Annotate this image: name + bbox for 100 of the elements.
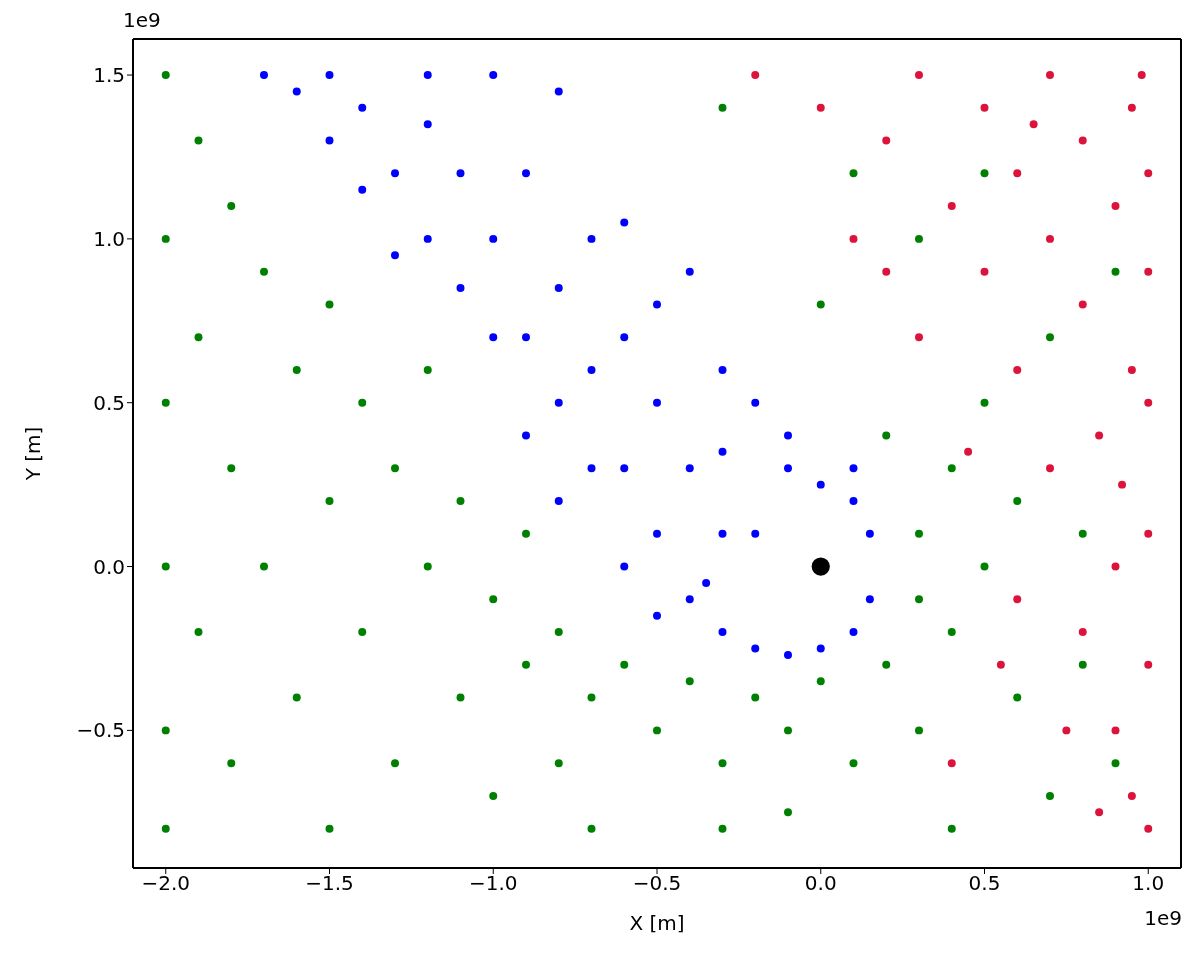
point (1078, 300, 1087, 309)
point (1144, 824, 1153, 833)
point (702, 578, 711, 587)
point (1118, 480, 1127, 489)
y-tick-label: 0.0 (93, 554, 125, 579)
point (522, 333, 530, 342)
point (685, 267, 694, 276)
point (751, 644, 760, 653)
point (882, 136, 891, 145)
point (1144, 529, 1153, 538)
point (260, 71, 268, 80)
point (1029, 120, 1038, 129)
point (784, 651, 792, 659)
text: 1e9 (1144, 906, 1182, 930)
x-tick-label: −0.5 (632, 871, 682, 896)
point (620, 562, 629, 571)
point (784, 431, 792, 440)
point (653, 611, 661, 620)
point (1078, 628, 1087, 637)
point (554, 497, 563, 505)
y-axis-title: Y [m] (21, 426, 46, 482)
point (587, 365, 596, 374)
point (587, 464, 596, 473)
point (718, 628, 727, 637)
point (1144, 398, 1153, 407)
point (1046, 234, 1054, 243)
point (865, 595, 874, 604)
point (1013, 169, 1022, 178)
point (849, 234, 858, 243)
point (849, 464, 858, 473)
x-tick-label: 0.0 (804, 871, 837, 896)
point (980, 103, 989, 112)
point (865, 529, 874, 538)
point (653, 529, 661, 538)
point (915, 71, 923, 80)
point (996, 660, 1005, 669)
point (325, 136, 334, 145)
point (751, 71, 760, 80)
point (1013, 595, 1022, 604)
point (947, 202, 956, 211)
point (882, 267, 891, 276)
point (456, 284, 465, 293)
point (1095, 431, 1104, 440)
point (1127, 365, 1136, 374)
x-tick-label: 0.5 (968, 871, 1001, 896)
point (1111, 726, 1120, 735)
point (849, 497, 858, 505)
point (718, 529, 727, 538)
point (816, 480, 825, 489)
point (849, 628, 858, 637)
point (685, 464, 694, 473)
point (915, 333, 923, 342)
point (358, 103, 367, 112)
point (980, 267, 989, 276)
y-tick-label: 1.0 (93, 226, 125, 251)
point (1078, 136, 1087, 145)
point (1062, 726, 1071, 735)
x-tick-label: −1.5 (305, 871, 354, 896)
point (1046, 464, 1054, 473)
point (1144, 267, 1153, 276)
point (489, 333, 498, 342)
point (964, 447, 973, 456)
x-tick-label: 1.0 (1132, 871, 1165, 896)
point (1137, 71, 1146, 80)
point (620, 464, 629, 473)
point (554, 398, 563, 407)
point (1111, 202, 1120, 211)
point (391, 169, 399, 178)
point (423, 71, 432, 80)
point (718, 365, 727, 374)
point (522, 169, 530, 178)
point (522, 431, 530, 440)
point (947, 759, 956, 768)
point (811, 557, 830, 576)
point (620, 218, 629, 227)
point (751, 529, 760, 538)
point (653, 300, 661, 309)
point (751, 398, 760, 407)
x-tick-label: −2.0 (141, 871, 191, 896)
x-axis-title: X [m] (629, 911, 685, 935)
point (292, 87, 301, 96)
point (653, 398, 661, 407)
point (718, 447, 727, 456)
point (1127, 103, 1136, 112)
point (423, 234, 432, 243)
point (391, 251, 399, 260)
point (456, 169, 465, 178)
point (1144, 169, 1153, 178)
point (620, 333, 629, 342)
point (816, 644, 825, 653)
point (423, 120, 432, 129)
point (587, 234, 596, 243)
point (1127, 791, 1136, 800)
point (554, 87, 563, 96)
point (685, 595, 694, 604)
point (1144, 660, 1153, 669)
point (1046, 71, 1054, 80)
point (816, 103, 825, 112)
y-tick-label: −0.5 (76, 718, 125, 743)
point (784, 464, 792, 473)
